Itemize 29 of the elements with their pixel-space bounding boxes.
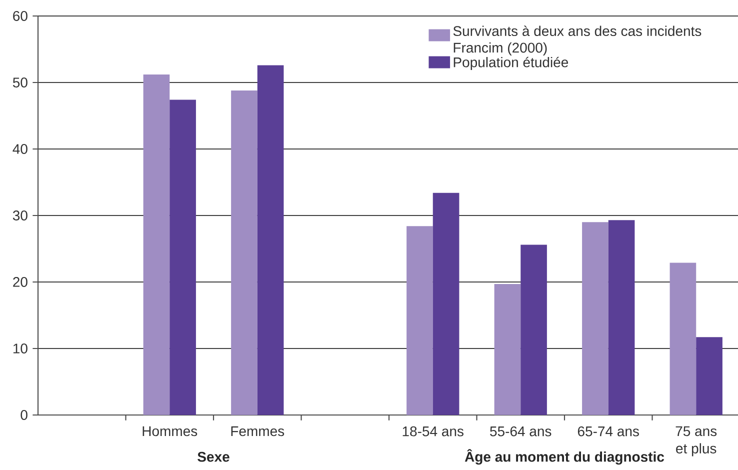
x-tick-label: 55-64 ans xyxy=(490,426,552,436)
x-tick-label: 65-74 ans xyxy=(578,426,639,436)
text: Âge au moment du diagnostic xyxy=(464,449,664,465)
y-tick-label: 60 xyxy=(13,11,28,21)
legend-label: Population étudiée xyxy=(454,56,568,70)
bar xyxy=(432,192,460,415)
bar xyxy=(257,65,284,415)
bar xyxy=(231,90,258,415)
x-tick-label: 75 ans et plus xyxy=(676,426,717,456)
x-tick-label: Femmes xyxy=(231,426,284,436)
bar xyxy=(582,222,608,415)
bar xyxy=(670,262,696,415)
bar xyxy=(494,284,521,415)
x-tick-label: 18-54 ans xyxy=(402,426,464,436)
bar xyxy=(406,226,433,415)
bar xyxy=(520,244,547,415)
y-tick-label: 50 xyxy=(12,78,28,88)
bar xyxy=(696,337,722,415)
bar xyxy=(143,74,170,415)
y-tick-label: 10 xyxy=(13,344,28,354)
bar xyxy=(170,100,196,415)
y-tick-label: 30 xyxy=(12,210,28,220)
bar xyxy=(608,220,635,415)
y-tick-label: 0 xyxy=(20,410,28,420)
legend-label: Survivants à deux ans des cas incidents Francim (2000) xyxy=(453,26,702,56)
y-tick-label: 20 xyxy=(13,277,28,287)
text: Sexe xyxy=(198,452,230,462)
x-tick-label: Hommes xyxy=(142,426,198,436)
y-tick-label: 40 xyxy=(12,144,28,154)
